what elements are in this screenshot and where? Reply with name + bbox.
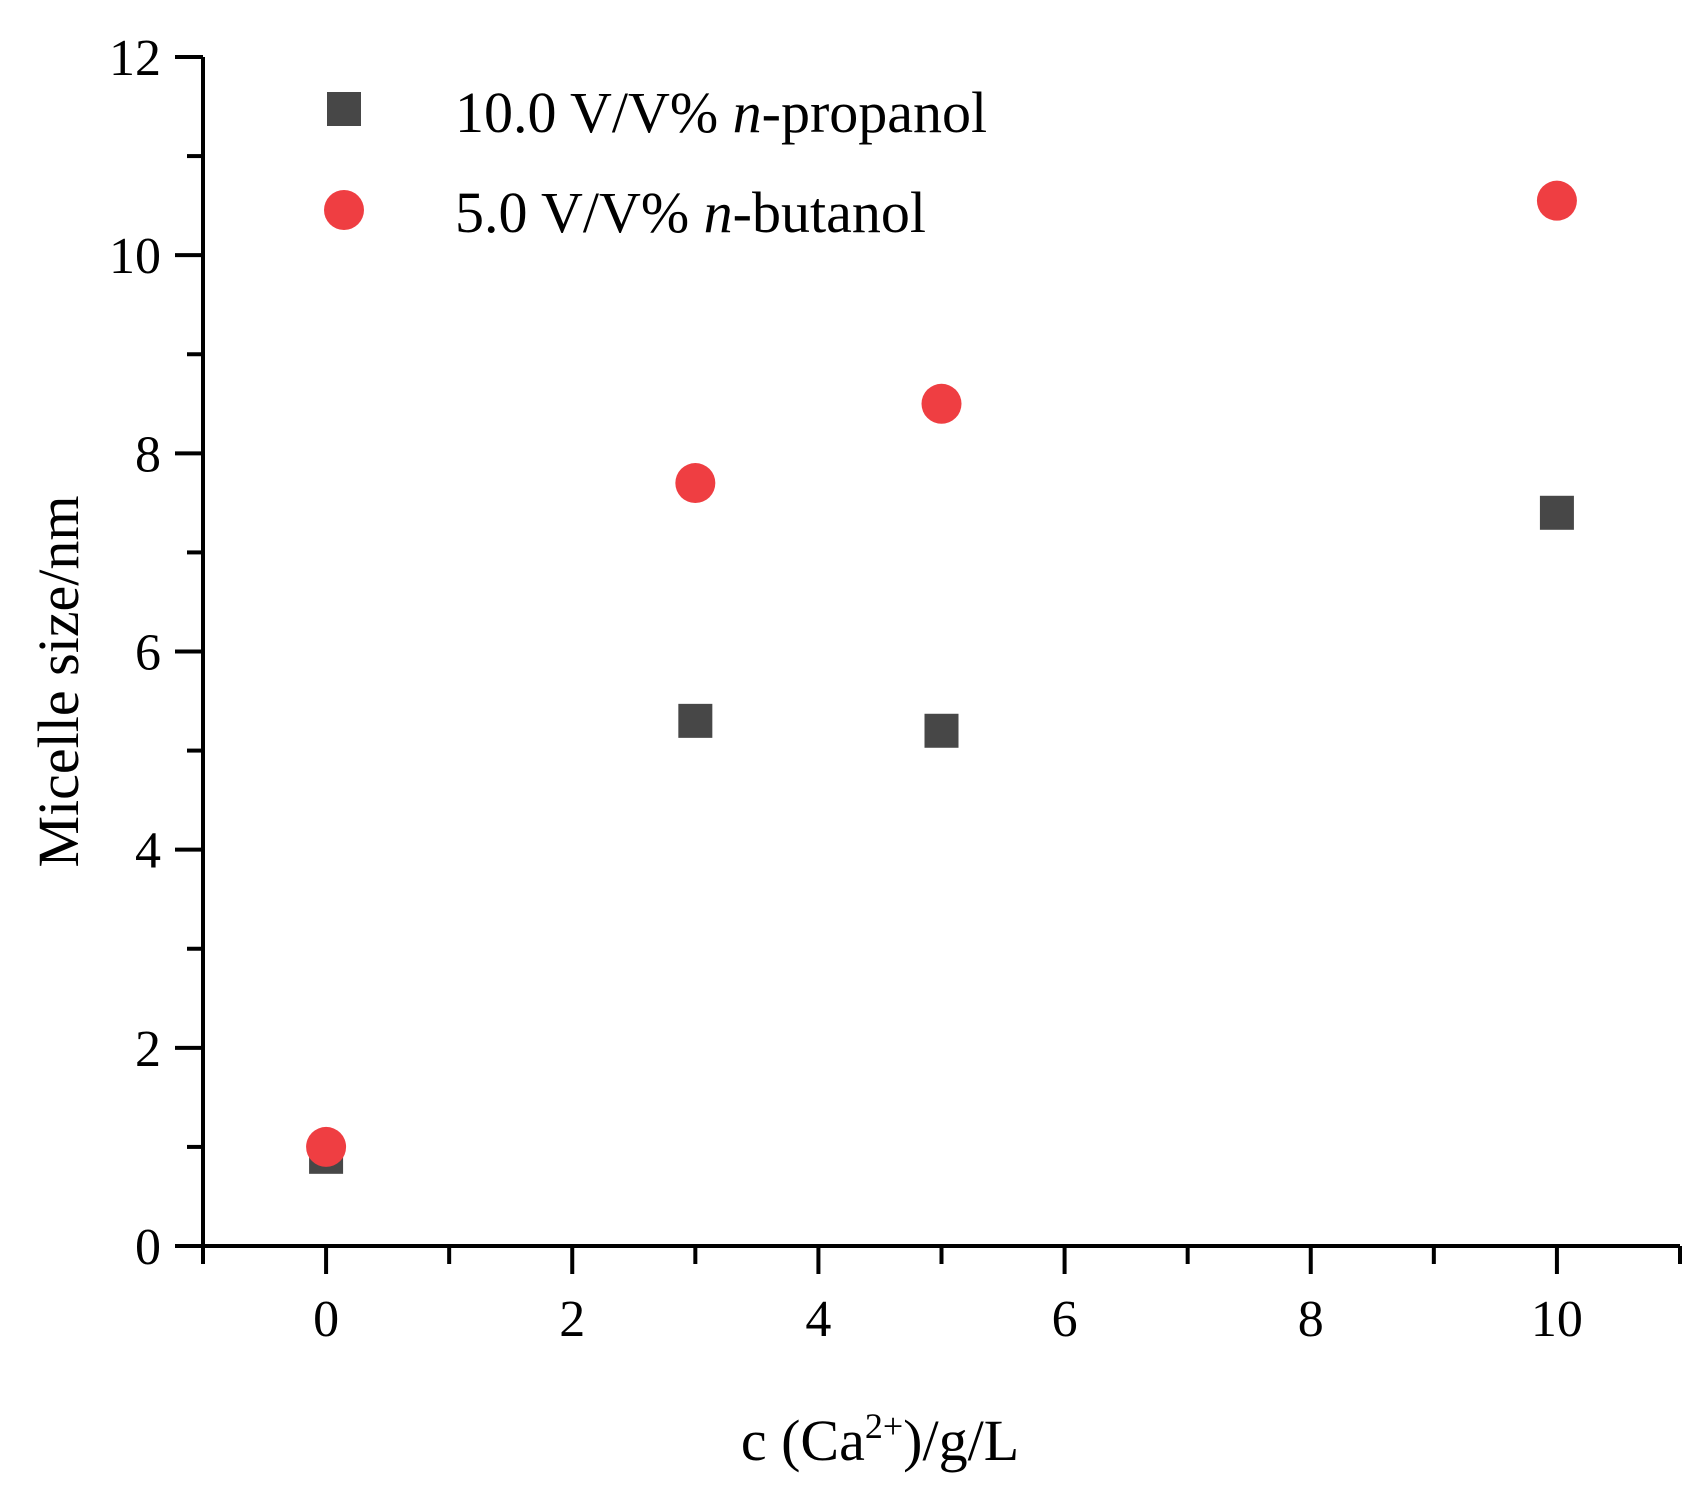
y-tick-label: 12 <box>109 30 161 87</box>
data-point-butanol <box>1536 180 1577 221</box>
y-tick-label: 4 <box>135 823 161 880</box>
legend-marker-circle <box>324 190 364 230</box>
data-point-butanol <box>306 1126 347 1167</box>
x-axis-title-superscript: 2+ <box>865 1406 903 1446</box>
legend: 10.0 V/V% n-propanol 5.0 V/V% n-butanol <box>324 80 987 245</box>
legend-label-propanol-part-2: -propanol <box>762 80 988 145</box>
y-tick-label: 10 <box>109 228 161 285</box>
legend-label-propanol-part-1: 10.0 V/V% <box>455 80 733 145</box>
x-tick-label: 4 <box>805 1291 831 1348</box>
y-tick-label: 2 <box>135 1021 161 1078</box>
legend-label-propanol-italic: n <box>733 80 762 145</box>
data-point-propanol <box>1539 495 1574 530</box>
legend-label-butanol-part-2: -butanol <box>733 180 926 245</box>
x-tick-label: 0 <box>313 1291 339 1348</box>
x-tick-label: 8 <box>1298 1291 1324 1348</box>
data-point-propanol <box>924 713 959 748</box>
y-tick-label: 6 <box>135 625 161 682</box>
x-ticks: 0 2 4 6 8 10 <box>201 1246 1682 1348</box>
y-tick-label: 0 <box>135 1219 161 1276</box>
x-axis-title-suffix: )/g/L <box>903 1408 1019 1473</box>
legend-label-butanol-part-1: 5.0 V/V% <box>455 180 704 245</box>
data-points <box>306 180 1577 1174</box>
legend-label-propanol: 10.0 V/V% n-propanol <box>455 80 987 145</box>
legend-label-butanol: 5.0 V/V% n-butanol <box>455 180 926 245</box>
legend-label-butanol-italic: n <box>704 180 733 245</box>
x-axis-title-prefix: c (Ca <box>741 1408 865 1473</box>
y-tick-label: 8 <box>135 426 161 483</box>
y-axis-title: Micelle size/nm <box>26 495 91 867</box>
data-point-butanol <box>921 383 962 424</box>
legend-marker-square <box>327 92 361 126</box>
y-ticks: 0 2 4 6 8 10 12 <box>109 30 203 1276</box>
x-tick-label: 2 <box>559 1291 585 1348</box>
data-point-propanol <box>678 703 713 738</box>
x-tick-label: 10 <box>1531 1291 1583 1348</box>
axes <box>201 57 1680 1248</box>
x-tick-label: 6 <box>1052 1291 1078 1348</box>
x-axis-title: c (Ca2+)/g/L <box>741 1406 1019 1473</box>
data-point-butanol <box>675 463 716 504</box>
